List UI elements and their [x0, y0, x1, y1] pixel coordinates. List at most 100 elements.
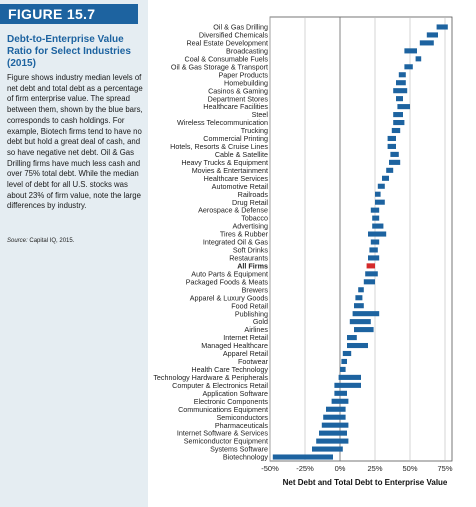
bar-managed-healthcare	[347, 342, 368, 349]
bar-steel	[393, 112, 403, 118]
sidebar-body: Figure shows industry median levels of n…	[7, 73, 143, 211]
category-label: Internet Retail	[223, 333, 268, 342]
category-label: Department Stores	[208, 94, 269, 103]
category-label: Paper Products	[218, 70, 268, 79]
bar-all-firms	[366, 263, 375, 269]
category-label: Footwear	[238, 357, 269, 366]
category-label: Oil & Gas Storage & Transport	[171, 62, 268, 71]
bar-tires-rubber	[368, 231, 387, 237]
bar-real-estate-development	[419, 40, 434, 46]
bar-food-retail	[354, 303, 364, 309]
bar-heavy-trucks-equipment	[389, 159, 401, 165]
bar-department-stores	[396, 96, 403, 102]
category-label: Soft Drinks	[233, 246, 269, 255]
figure-label: FIGURE 15.7	[0, 4, 138, 24]
category-label: Semiconductor Equipment	[184, 437, 268, 446]
bar-computer-electronics-retail	[334, 382, 361, 388]
bar-oil-gas-storage-transport	[404, 64, 413, 70]
category-label: Drug Retail	[232, 198, 268, 207]
sidebar-panel	[0, 0, 148, 507]
bar-aerospace-defense	[370, 207, 380, 213]
category-label: Electronic Components	[194, 397, 269, 406]
sidebar-title: Debt-to-Enterprise Value Ratio for Selec…	[7, 34, 131, 69]
bar-drug-retail	[375, 199, 385, 205]
bar-packaged-foods-meats	[363, 279, 375, 285]
bar-gold	[349, 319, 371, 325]
x-tick-label: 50%	[402, 464, 417, 473]
bar-semiconductor-equipment	[316, 438, 349, 444]
category-label: Communications Equipment	[178, 405, 268, 414]
bar-electronic-components	[331, 398, 349, 404]
bar-biotechnology	[272, 454, 333, 460]
source-text: Capital IQ, 2015.	[29, 238, 75, 244]
plot-frame	[269, 16, 453, 462]
category-label: Integrated Oil & Gas	[203, 238, 269, 247]
category-label: Automotive Retail	[212, 182, 269, 191]
category-label: Managed Healthcare	[201, 341, 268, 350]
bar-pharmaceuticals	[321, 422, 349, 428]
bar-systems-software	[312, 446, 343, 452]
x-tick-label: 25%	[367, 464, 382, 473]
bar-healthcare-services	[382, 175, 389, 181]
category-label: Broadcasting	[226, 46, 268, 55]
category-label: Tobacco	[241, 214, 268, 223]
category-label: Cable & Satellite	[215, 150, 268, 159]
category-label: Packaged Foods & Meats	[186, 277, 269, 286]
category-label: Tires & Rubber	[220, 230, 269, 239]
bar-application-software	[334, 390, 347, 396]
category-label: Publishing	[235, 309, 268, 318]
bar-paper-products	[398, 72, 406, 78]
category-label: Aerospace & Defense	[198, 206, 268, 215]
bar-internet-software-services	[319, 430, 347, 436]
bar-oil-gas-drilling	[436, 24, 448, 30]
category-label: Semiconductors	[216, 413, 268, 422]
category-label: Commercial Printing	[203, 134, 268, 143]
bar-tobacco	[372, 215, 380, 221]
category-label: Hotels, Resorts & Cruise Lines	[170, 142, 268, 151]
bar-coal-consumable-fuels	[415, 56, 422, 62]
bar-commercial-printing	[387, 135, 396, 142]
bar-apparel-luxury-goods	[355, 295, 363, 301]
bar-homebuilding	[396, 80, 406, 86]
category-label: Health Care Technology	[191, 365, 268, 374]
category-label: All Firms	[237, 261, 268, 270]
bar-wireless-telecommunication	[393, 119, 405, 126]
category-label: Computer & Electronics Retail	[172, 381, 268, 390]
category-label: Wireless Telecommunication	[177, 118, 268, 127]
category-label: Airlines	[244, 325, 268, 334]
bar-brewers	[358, 287, 364, 293]
bar-movies-entertainment	[386, 167, 394, 173]
category-label: Oil & Gas Drilling	[213, 23, 268, 32]
bar-healthcare-facilities	[397, 104, 410, 110]
bar-broadcasting	[404, 48, 417, 54]
category-label: Advertising	[232, 222, 268, 231]
category-label: Healthcare Services	[204, 174, 269, 183]
category-label: Railroads	[238, 190, 269, 199]
category-label: Food Retail	[231, 301, 268, 310]
category-label: Biotechnology	[223, 453, 269, 462]
bar-railroads	[375, 191, 381, 197]
category-label: Healthcare Facilities	[203, 102, 268, 111]
bar-apparel-retail	[342, 350, 352, 357]
bar-trucking	[391, 127, 401, 134]
category-label: Real Estate Development	[186, 39, 268, 48]
bar-auto-parts-equipment	[365, 271, 378, 277]
category-label: Apparel & Luxury Goods	[190, 293, 269, 302]
category-label: Steel	[252, 110, 269, 119]
source-label: Source:	[7, 238, 28, 244]
x-tick-label: 0%	[335, 464, 346, 473]
bar-technology-hardware-peripherals	[338, 374, 361, 380]
category-label: Systems Software	[210, 445, 268, 454]
category-label: Application Software	[202, 389, 268, 398]
category-label: Brewers	[242, 285, 269, 294]
category-label: Movies & Entertainment	[192, 166, 268, 175]
category-label: Gold	[253, 317, 268, 326]
x-axis-label: Net Debt and Total Debt to Enterprise Va…	[283, 478, 448, 487]
bar-integrated-oil-gas	[370, 239, 380, 245]
bar-communications-equipment	[326, 406, 346, 412]
category-label: Internet Software & Services	[177, 429, 268, 438]
bar-publishing	[352, 311, 380, 317]
category-label: Homebuilding	[224, 78, 268, 87]
x-tick-label: -25%	[296, 464, 314, 473]
